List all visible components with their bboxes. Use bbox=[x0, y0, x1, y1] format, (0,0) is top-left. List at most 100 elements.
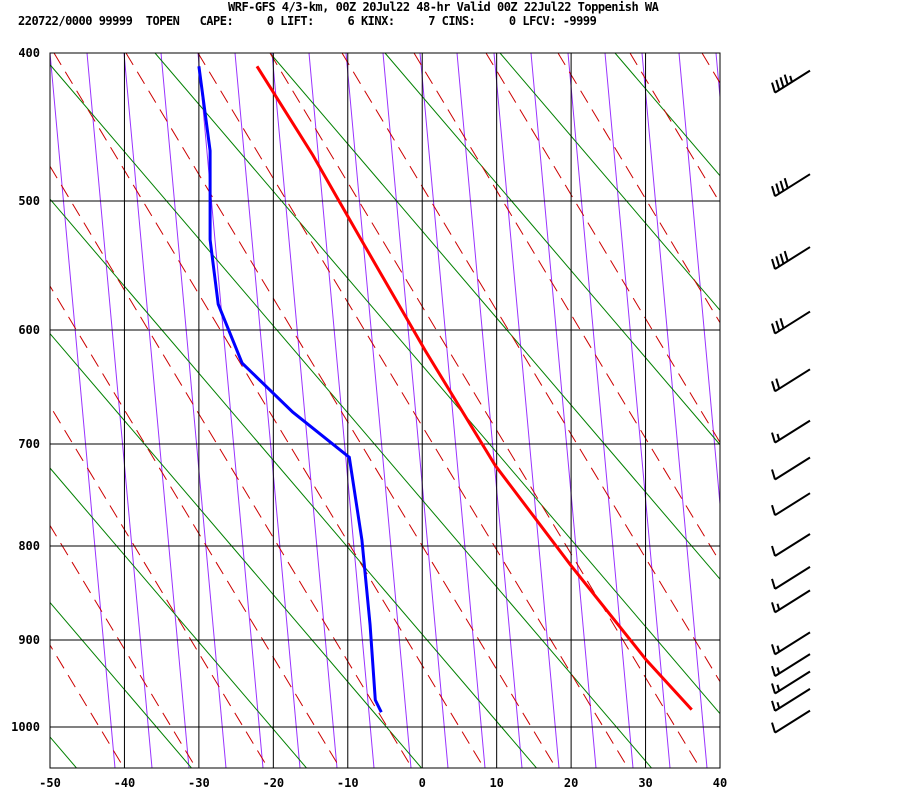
isotherm-line bbox=[864, 53, 900, 768]
wind-barb-full bbox=[771, 82, 776, 93]
isotherm-line bbox=[530, 53, 597, 768]
wind-barb-full bbox=[771, 700, 776, 712]
y-tick-label: 400 bbox=[18, 46, 40, 60]
dry-adiabat-line bbox=[50, 601, 193, 768]
y-tick-label: 500 bbox=[18, 194, 40, 208]
dry-adiabat-line bbox=[730, 53, 900, 800]
dry-adiabat-line bbox=[50, 736, 78, 768]
moist-adiabat-line bbox=[50, 165, 413, 768]
isotherm-line bbox=[827, 53, 892, 768]
wind-barb-half bbox=[776, 645, 781, 652]
wind-barb bbox=[771, 492, 811, 517]
wind-barb-full bbox=[779, 76, 785, 88]
wind-barb-full bbox=[771, 665, 776, 677]
y-tick-label: 700 bbox=[18, 437, 40, 451]
dry-adiabat-line bbox=[50, 198, 538, 768]
wind-barb-staff bbox=[774, 688, 811, 712]
wind-barb-staff bbox=[774, 310, 811, 335]
wind-barb-full bbox=[783, 250, 789, 262]
wind-barb bbox=[771, 653, 811, 677]
x-tick-label: 20 bbox=[564, 776, 578, 790]
wind-barb-full bbox=[771, 722, 776, 733]
wind-barb-full bbox=[771, 258, 776, 270]
isotherm-line bbox=[234, 53, 301, 768]
wind-barb-staff bbox=[774, 492, 811, 517]
moist-adiabat-line bbox=[557, 53, 720, 324]
wind-barb-full bbox=[783, 74, 789, 85]
moist-adiabat-line bbox=[50, 763, 53, 768]
isotherm-line bbox=[641, 53, 708, 768]
isotherm-line bbox=[604, 53, 671, 768]
moist-adiabat-line bbox=[197, 53, 629, 768]
wind-barb bbox=[771, 670, 811, 695]
wind-barb-staff bbox=[774, 533, 811, 557]
moist-adiabat-line bbox=[125, 53, 557, 768]
wind-barb-half bbox=[776, 684, 781, 692]
isotherm-line bbox=[715, 53, 720, 103]
moist-adiabat-line bbox=[53, 53, 485, 768]
wind-barb-full bbox=[775, 79, 781, 91]
wind-barb-full bbox=[771, 683, 776, 694]
isotherm-line bbox=[160, 53, 227, 768]
isotherm-line bbox=[345, 53, 412, 768]
wind-barb-staff bbox=[774, 589, 811, 614]
x-tick-label: -20 bbox=[262, 776, 284, 790]
wind-barb-staff bbox=[774, 670, 811, 695]
x-tick-label: 10 bbox=[489, 776, 503, 790]
wind-barb bbox=[771, 589, 811, 614]
moist-adiabat-line bbox=[269, 53, 701, 768]
wind-barb-full bbox=[771, 381, 776, 392]
wind-barb-staff bbox=[774, 456, 811, 481]
wind-barb-full bbox=[775, 183, 781, 194]
moist-adiabat-line bbox=[629, 53, 720, 204]
x-tick-label: -40 bbox=[114, 776, 136, 790]
dry-adiabat-line bbox=[50, 467, 308, 768]
wind-barb bbox=[771, 533, 811, 557]
wind-barb bbox=[771, 310, 811, 335]
isotherm-line bbox=[493, 53, 560, 768]
plot-frame bbox=[49, 52, 721, 769]
y-tick-label: 800 bbox=[18, 539, 40, 553]
isotherm-line bbox=[308, 53, 375, 768]
wind-barb-full bbox=[771, 469, 776, 480]
wind-barb-full bbox=[771, 185, 776, 197]
isotherm-line bbox=[271, 53, 338, 768]
x-tick-label: -10 bbox=[337, 776, 359, 790]
wind-barb-full bbox=[771, 578, 776, 590]
wind-barb-staff bbox=[774, 246, 811, 270]
y-tick-label: 900 bbox=[18, 633, 40, 647]
dry-adiabat-line bbox=[499, 53, 720, 312]
isotherm-line bbox=[86, 53, 153, 768]
isotherm-line bbox=[419, 53, 486, 768]
wind-barb bbox=[771, 456, 811, 481]
wind-barb-full bbox=[771, 432, 776, 443]
wind-barb-staff bbox=[774, 173, 811, 198]
isotherm-line bbox=[567, 53, 634, 768]
isotherm-line bbox=[456, 53, 523, 768]
x-tick-label: 40 bbox=[713, 776, 727, 790]
moist-adiabat-line bbox=[413, 53, 720, 564]
wind-barb bbox=[771, 419, 811, 444]
isotherm-line bbox=[123, 53, 190, 768]
dry-adiabat-line bbox=[50, 332, 423, 768]
wind-barb-full bbox=[771, 644, 776, 655]
x-tick-label: 0 bbox=[419, 776, 426, 790]
wind-barb-half bbox=[789, 75, 793, 83]
wind-barb-half bbox=[776, 701, 781, 709]
wind-barb-full bbox=[771, 323, 776, 334]
moist-adiabat-line bbox=[50, 524, 197, 768]
isotherm-line bbox=[50, 53, 116, 768]
wind-barb bbox=[771, 631, 811, 656]
dry-adiabat-line bbox=[154, 53, 720, 715]
wind-barb-full bbox=[771, 545, 776, 557]
wind-barb-full bbox=[779, 317, 785, 329]
wind-barb-staff bbox=[774, 709, 811, 734]
wind-barb bbox=[771, 368, 811, 393]
dry-adiabat-line bbox=[50, 63, 653, 768]
x-tick-label: 30 bbox=[638, 776, 652, 790]
dry-adiabat-line bbox=[384, 53, 720, 446]
wind-barb bbox=[771, 709, 811, 734]
x-tick-label: -30 bbox=[188, 776, 210, 790]
wind-barb-half bbox=[776, 667, 781, 674]
